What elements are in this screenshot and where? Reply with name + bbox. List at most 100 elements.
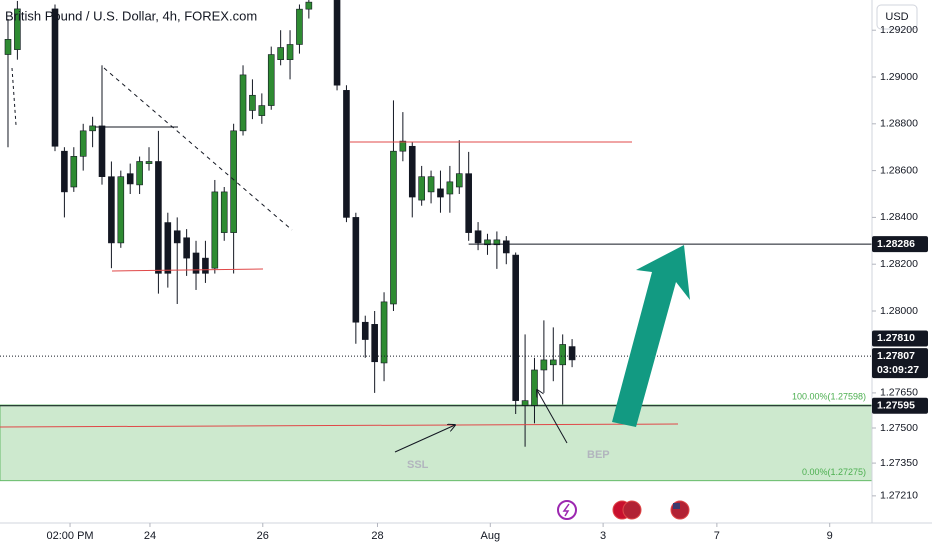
- candle-body: [267, 54, 275, 106]
- candle-body: [484, 239, 491, 246]
- x-tick-label: 02:00 PM: [46, 530, 93, 542]
- candle-body: [305, 1, 313, 10]
- event-icon[interactable]: [557, 500, 577, 520]
- level-line: [0, 423, 679, 428]
- candle-body: [371, 324, 378, 363]
- candle-body: [14, 8, 21, 50]
- candle-body: [390, 150, 397, 305]
- candle-body: [286, 44, 294, 60]
- y-tick-label: 1.28800: [880, 118, 918, 130]
- zone: [0, 404, 873, 482]
- candle-body: [211, 191, 219, 269]
- currency-button[interactable]: [876, 4, 918, 30]
- target-price-box: [872, 236, 928, 253]
- candle-body: [343, 90, 350, 218]
- candle-body: [296, 8, 303, 45]
- price-label: 1.27595: [877, 400, 915, 412]
- level-line: [111, 268, 264, 272]
- arrow: [537, 390, 568, 444]
- candle-body: [183, 237, 190, 259]
- candle-body: [540, 359, 548, 371]
- candle-body: [521, 400, 529, 406]
- icon-glyph: [562, 503, 570, 517]
- high-price-box: [872, 330, 928, 347]
- y-tick-label: 1.28600: [880, 164, 918, 176]
- trend-line: [103, 67, 293, 231]
- candle-body: [437, 188, 444, 198]
- big-arrow: [612, 245, 690, 427]
- candle-body: [474, 230, 482, 244]
- y-tick-label: 1.29200: [880, 24, 918, 36]
- candle-body: [512, 254, 519, 401]
- candle-body: [446, 181, 454, 195]
- chart-title: British Pound / U.S. Dollar, 4h, FOREX.c…: [5, 8, 257, 23]
- candle-body: [258, 105, 266, 116]
- event-icon[interactable]: [622, 500, 642, 520]
- fib-label: 0.00%(1.27275): [802, 467, 866, 477]
- candle-body: [408, 145, 416, 198]
- icon-glyph: [673, 503, 680, 509]
- y-tick-label: 1.27350: [880, 457, 918, 469]
- candle-body: [531, 369, 538, 406]
- candle-body: [277, 47, 284, 60]
- candle-body: [4, 39, 12, 55]
- current-price-box: [872, 348, 928, 379]
- plot-area: 100.00%(1.27598) 0.00%(1.27275): [0, 0, 873, 482]
- arrow: [394, 425, 455, 453]
- price-label: 1.27810: [877, 332, 915, 344]
- y-tick-label: 1.28000: [880, 305, 918, 317]
- y-tick-label: 1.27650: [880, 387, 918, 399]
- candle-body: [249, 94, 256, 111]
- y-tick-label: 1.27500: [880, 422, 918, 434]
- candle-body: [202, 257, 209, 274]
- zone-price-box: [872, 397, 928, 414]
- annotation: SSL: [407, 459, 429, 471]
- candle-body: [126, 173, 134, 185]
- candle-body: [549, 359, 557, 366]
- candle-body: [559, 344, 566, 366]
- candle-body: [79, 130, 87, 157]
- candle-body: [220, 191, 228, 233]
- candle-body: [418, 176, 425, 201]
- x-tick-label: Aug: [481, 530, 501, 542]
- candle-body: [117, 176, 125, 244]
- y-tick-label: 1.28200: [880, 258, 918, 270]
- time-axis: [0, 523, 932, 550]
- axis-labels: 1.29200 1.29000 1.28800 1.28600 1.28400 1.282…: [46, 24, 928, 542]
- y-tick-label: 1.27210: [880, 490, 918, 502]
- x-tick-label: 9: [827, 530, 833, 542]
- trend-line: [11, 67, 17, 126]
- price-label: 03:09:27: [877, 364, 919, 376]
- candle-body: [455, 173, 463, 188]
- y-tick-label: 1.29000: [880, 71, 918, 83]
- candle-body: [145, 161, 153, 164]
- candle-body: [61, 150, 68, 193]
- candle-body: [352, 217, 360, 323]
- candle-body: [493, 239, 501, 246]
- candle-body: [380, 301, 388, 364]
- x-tick-label: 28: [371, 530, 383, 542]
- price-label: 1.28286: [877, 238, 915, 250]
- x-tick-label: 26: [257, 530, 269, 542]
- y-tick-label: 1.28400: [880, 211, 918, 223]
- candle-body: [98, 125, 106, 177]
- candle-body: [155, 161, 162, 274]
- x-tick-label: 3: [600, 530, 606, 542]
- candle-body: [70, 156, 78, 188]
- candle-body: [136, 161, 143, 186]
- fib-label: 100.00%(1.27598): [792, 391, 866, 401]
- candle-body: [399, 140, 407, 152]
- candle-body: [502, 240, 510, 254]
- candle-body: [568, 346, 576, 361]
- annotation: BEP: [587, 449, 610, 461]
- candle-body: [230, 130, 237, 233]
- candle-body: [427, 176, 435, 193]
- candle-body: [108, 176, 115, 244]
- candle-body: [164, 222, 172, 274]
- candle-body: [89, 125, 96, 132]
- candle-body: [239, 74, 247, 132]
- candle-body: [192, 252, 200, 274]
- candle-body: [465, 173, 472, 233]
